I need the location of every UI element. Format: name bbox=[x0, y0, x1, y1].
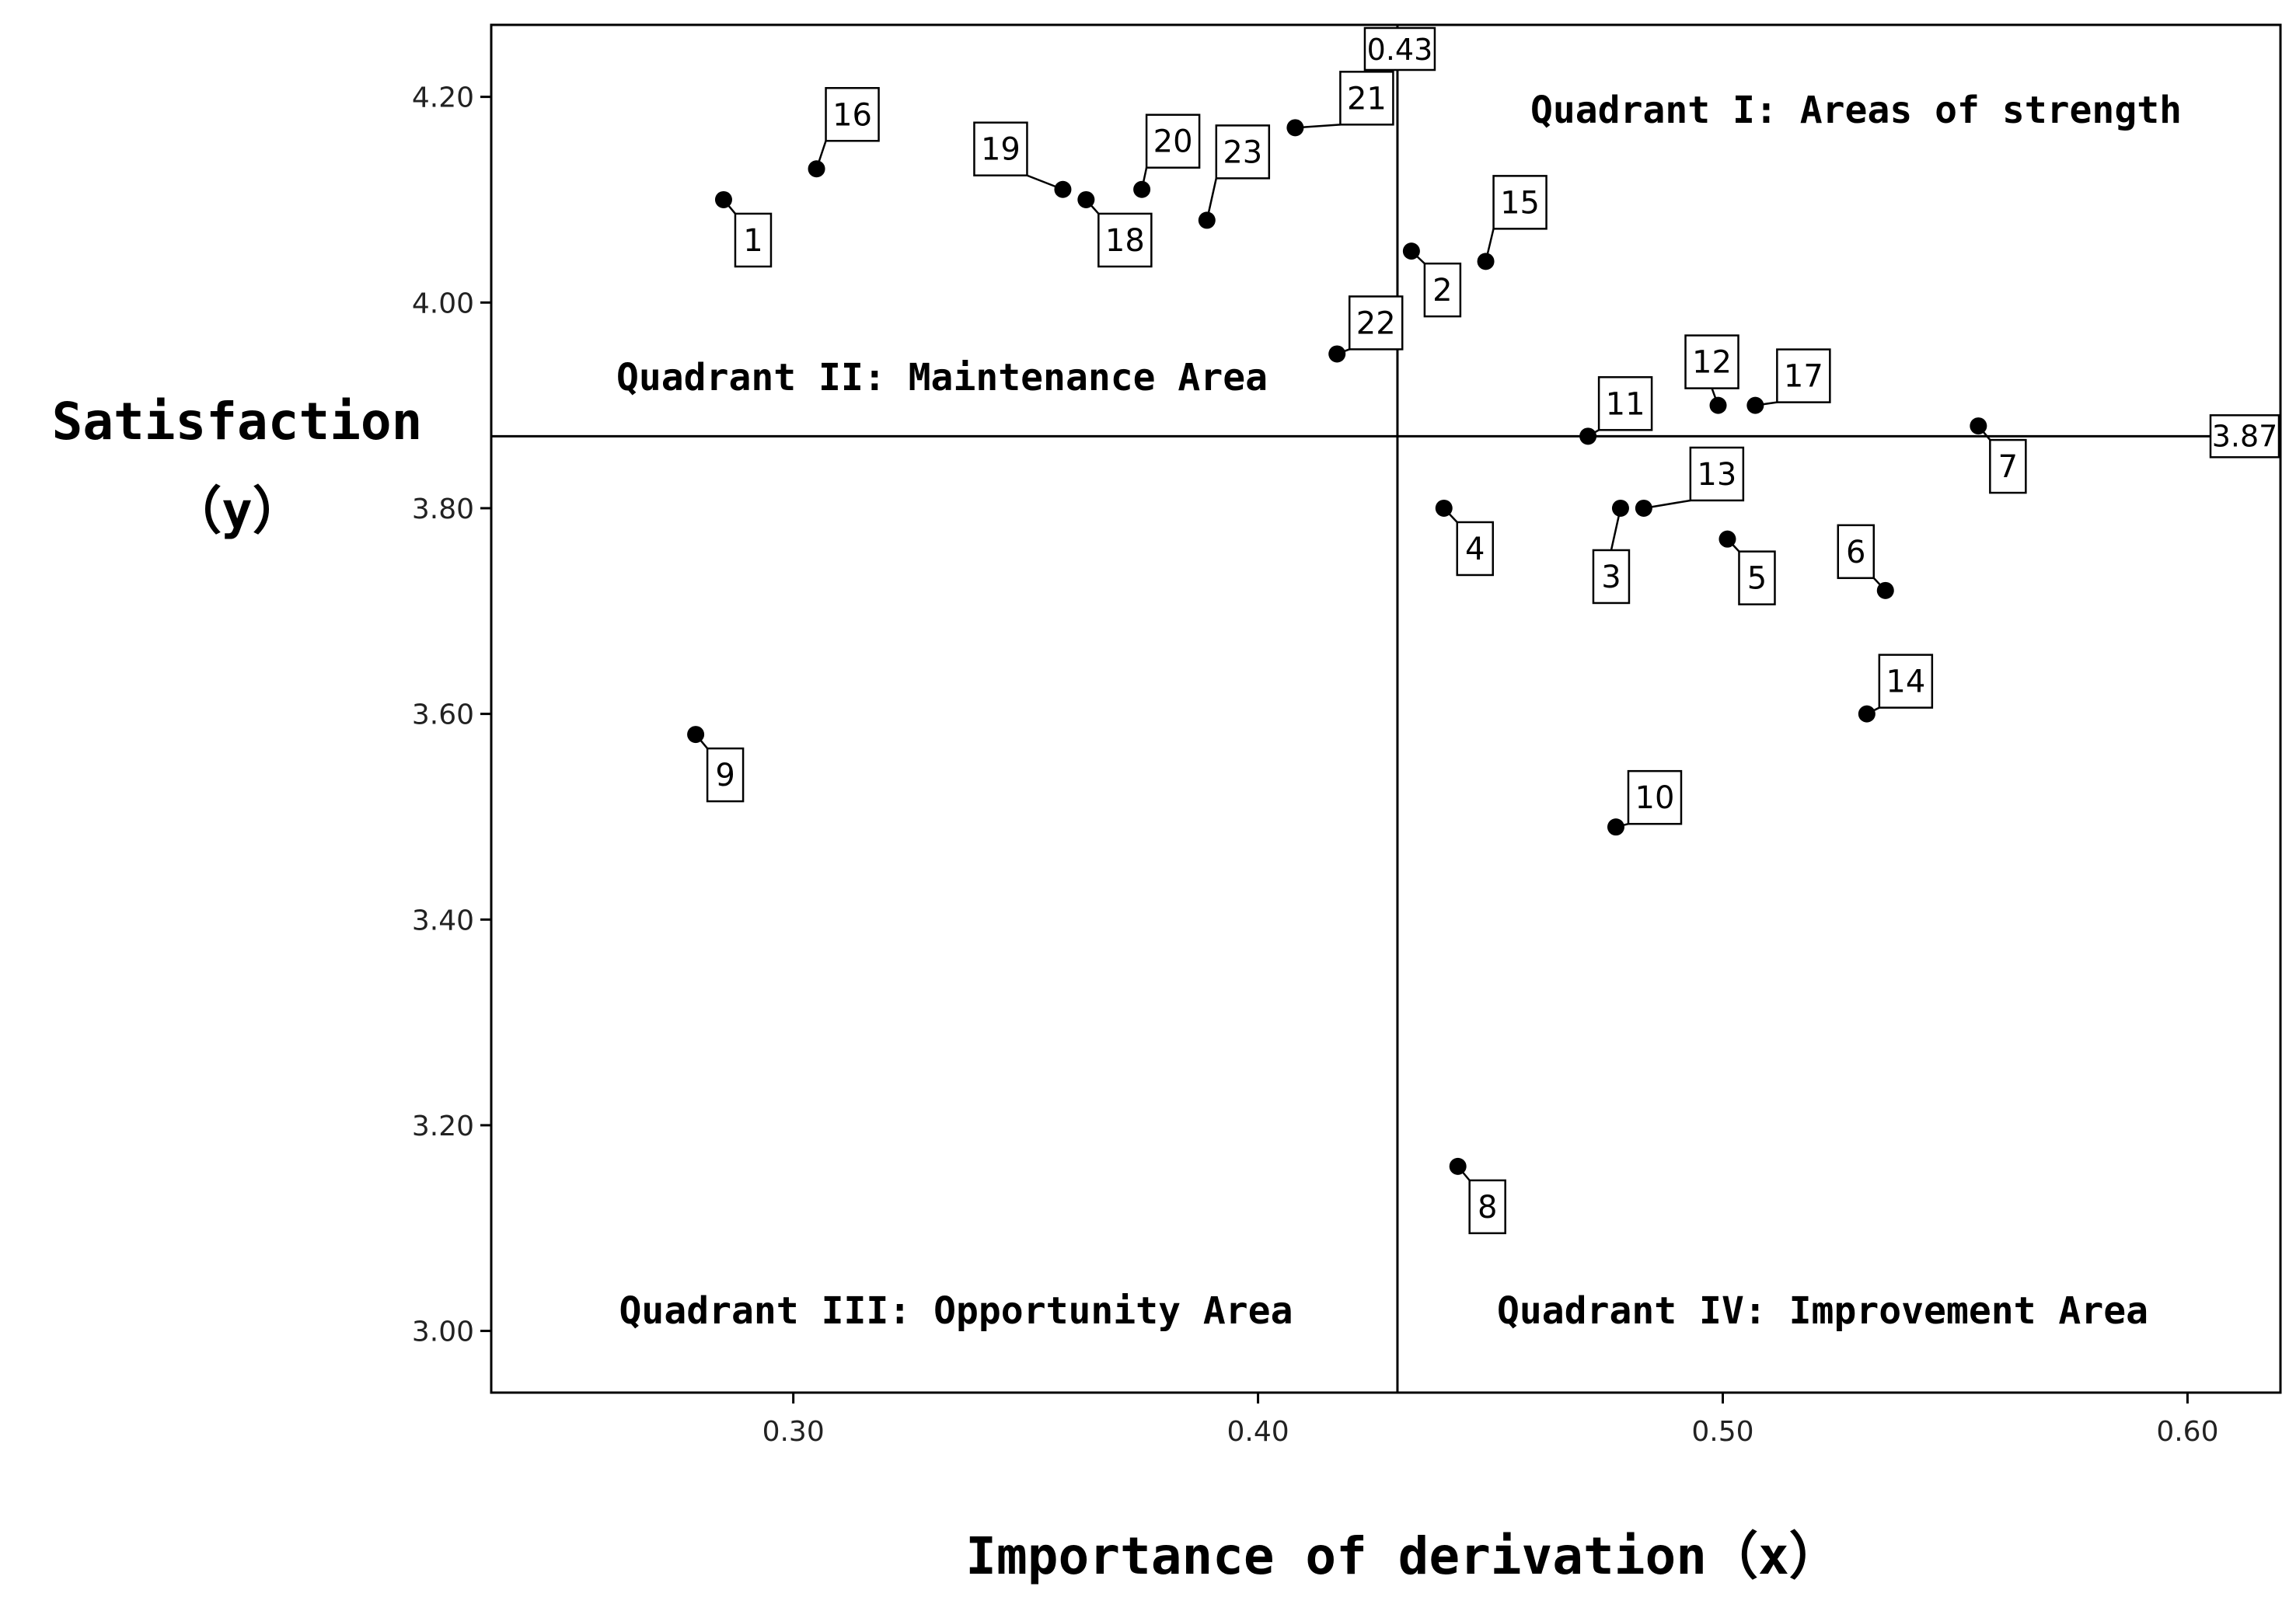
point-label-box bbox=[1492, 175, 1548, 230]
x-axis-ticks: 0.30 0.40 0.50 0.60 bbox=[762, 1393, 2218, 1448]
data-point-20 bbox=[1133, 180, 1151, 198]
point-label-box bbox=[1689, 446, 1745, 502]
quadrant-1-label: Quadrant I: Areas of strength bbox=[1530, 89, 2182, 132]
point-label-box bbox=[1989, 438, 2027, 494]
horizontal-reference-label-box bbox=[2209, 414, 2280, 459]
reference-lines: 0.43 3.87 bbox=[491, 25, 2280, 1393]
y-tick-label: 3.40 bbox=[412, 905, 474, 936]
point-label: 6 bbox=[1846, 535, 1865, 570]
point-label-box bbox=[1878, 654, 1934, 709]
quadrant-2-label: Quadrant II: Maintenance Area bbox=[616, 356, 1268, 399]
point-label: 7 bbox=[1998, 449, 2018, 485]
data-point-5 bbox=[1719, 530, 1736, 548]
data-point-21 bbox=[1286, 119, 1304, 137]
point-label-box bbox=[1456, 521, 1494, 577]
x-tick-label: 0.40 bbox=[1227, 1416, 1289, 1448]
point-label: 11 bbox=[1606, 386, 1645, 422]
point-label: 13 bbox=[1697, 457, 1736, 493]
point-label: 12 bbox=[1692, 345, 1732, 381]
y-axis-ticks: 3.00 3.20 3.40 3.60 3.80 4.00 4.20 bbox=[412, 82, 491, 1348]
point-label-box bbox=[734, 212, 773, 268]
x-tick-label: 0.30 bbox=[762, 1416, 825, 1448]
point-label-box bbox=[1097, 212, 1153, 268]
data-point-16 bbox=[808, 160, 825, 178]
point-label-box bbox=[825, 87, 880, 142]
point-label: 8 bbox=[1478, 1190, 1497, 1226]
data-point-11 bbox=[1579, 427, 1597, 445]
point-label-box bbox=[1738, 550, 1776, 605]
y-tick-label: 3.80 bbox=[412, 493, 474, 525]
data-point-22 bbox=[1328, 345, 1346, 363]
y-axis-title-line1: Satisfaction bbox=[52, 392, 423, 452]
y-tick-label: 3.20 bbox=[412, 1111, 474, 1142]
data-point-4 bbox=[1435, 499, 1453, 517]
point-label: 20 bbox=[1153, 124, 1193, 160]
point-label-box bbox=[1215, 124, 1271, 180]
data-point-19 bbox=[1054, 180, 1072, 198]
point-label: 2 bbox=[1432, 273, 1452, 309]
y-tick-label: 3.60 bbox=[412, 699, 474, 731]
point-label: 5 bbox=[1747, 561, 1767, 597]
horizontal-reference-label: 3.87 bbox=[2212, 419, 2278, 453]
quadrant-3-label: Quadrant III: Opportunity Area bbox=[619, 1289, 1293, 1333]
y-tick-label: 4.20 bbox=[412, 82, 474, 114]
point-label: 14 bbox=[1886, 664, 1925, 700]
point-label: 15 bbox=[1500, 185, 1540, 221]
data-point-23 bbox=[1198, 211, 1216, 229]
data-point-9 bbox=[687, 726, 705, 744]
x-tick-label: 0.60 bbox=[2156, 1416, 2218, 1448]
quadrant-4-label: Quadrant IV: Improvement Area bbox=[1497, 1289, 2148, 1333]
point-label-box bbox=[1684, 334, 1739, 389]
point-label-box bbox=[706, 747, 745, 803]
plot-frame bbox=[490, 23, 2282, 1394]
point-label: 22 bbox=[1356, 305, 1396, 341]
point-label-box bbox=[1348, 295, 1404, 350]
point-label: 23 bbox=[1223, 134, 1262, 170]
point-label: 4 bbox=[1465, 532, 1485, 567]
point-label: 10 bbox=[1635, 780, 1675, 816]
point-label-box bbox=[1597, 376, 1653, 431]
point-label: 17 bbox=[1784, 359, 1823, 395]
y-tick-label: 3.00 bbox=[412, 1316, 474, 1348]
data-point-13 bbox=[1635, 499, 1652, 517]
vertical-reference-label: 0.43 bbox=[1367, 33, 1433, 67]
data-point-7 bbox=[1970, 417, 1987, 435]
point-label: 9 bbox=[715, 758, 735, 793]
point-label-box bbox=[973, 121, 1028, 176]
data-point-2 bbox=[1402, 242, 1420, 260]
y-axis-title-line2: （y） bbox=[170, 481, 304, 541]
x-tick-label: 0.50 bbox=[1691, 1416, 1753, 1448]
data-point-6 bbox=[1876, 581, 1894, 599]
point-label-box bbox=[1339, 71, 1394, 126]
point-label-box bbox=[1592, 549, 1631, 605]
x-axis-title: Importance of derivation（x） bbox=[965, 1526, 1840, 1586]
data-point-12 bbox=[1709, 396, 1727, 414]
data-point-17 bbox=[1746, 396, 1764, 414]
point-label-box bbox=[1776, 348, 1831, 403]
data-point-18 bbox=[1077, 190, 1095, 208]
point-label-box bbox=[1627, 769, 1683, 825]
y-tick-label: 4.00 bbox=[412, 288, 474, 319]
point-label: 21 bbox=[1347, 81, 1387, 117]
vertical-reference-label-box bbox=[1363, 26, 1436, 71]
data-point-10 bbox=[1607, 818, 1624, 836]
point-label: 1 bbox=[743, 223, 762, 259]
point-label: 19 bbox=[981, 132, 1021, 168]
data-point-14 bbox=[1858, 705, 1876, 723]
point-label: 18 bbox=[1105, 223, 1145, 259]
point-label: 3 bbox=[1601, 560, 1621, 595]
point-label-box bbox=[1468, 1179, 1506, 1235]
data-point-8 bbox=[1449, 1157, 1467, 1175]
point-label-box bbox=[1837, 524, 1876, 580]
data-point-1 bbox=[714, 190, 732, 208]
point-label-box bbox=[1423, 262, 1462, 318]
point-label: 16 bbox=[832, 97, 872, 133]
data-point-15 bbox=[1477, 253, 1495, 270]
point-label-box bbox=[1145, 113, 1201, 169]
quadrant-labels: Quadrant I: Areas of strength Quadrant I… bbox=[616, 89, 2182, 1333]
data-point-3 bbox=[1611, 499, 1629, 517]
